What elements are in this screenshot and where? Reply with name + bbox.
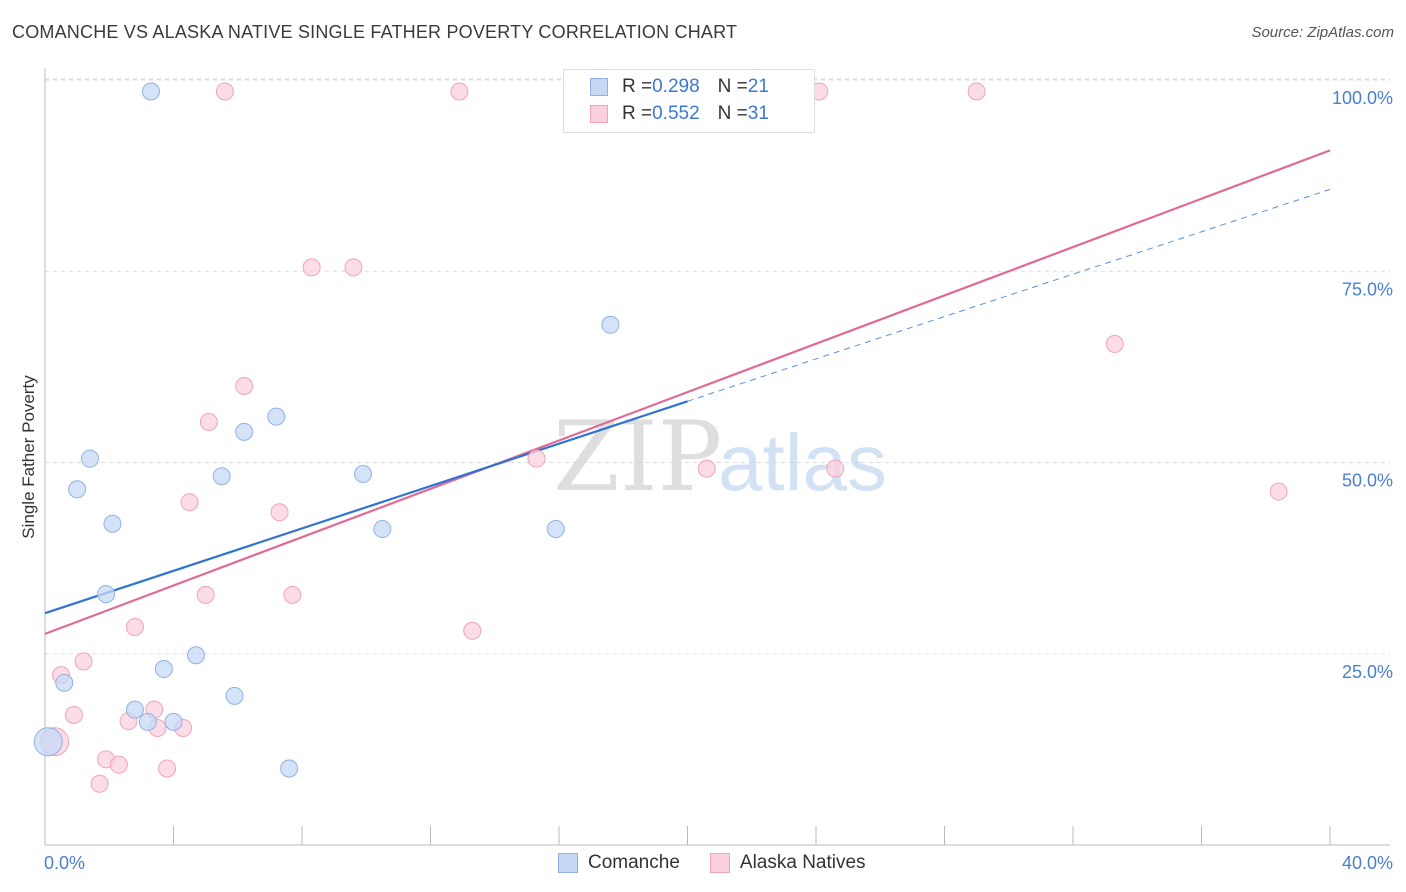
- source-credit: Source: ZipAtlas.com: [1251, 24, 1394, 41]
- comanche-point[interactable]: [80, 449, 99, 468]
- alaska-point[interactable]: [199, 412, 218, 431]
- legend-row-comanche: R = 0.298 N = 21: [590, 74, 769, 100]
- alaska-trend-line: [44, 149, 1331, 635]
- x-tick-label-max: 40.0%: [1342, 853, 1393, 873]
- alaska-point[interactable]: [1105, 334, 1124, 353]
- comanche-point[interactable]: [164, 712, 183, 731]
- alaska-point[interactable]: [64, 705, 83, 724]
- n-label: N =: [717, 103, 748, 124]
- x-tick-label-min: 0.0%: [44, 853, 85, 873]
- comanche-point[interactable]: [267, 407, 286, 426]
- r-value: 0.552: [652, 103, 700, 124]
- y-tick-label: 75.0%: [1342, 279, 1393, 299]
- n-value: 21: [747, 76, 769, 97]
- comanche-point[interactable]: [142, 82, 161, 101]
- watermark: ZIP atlas: [553, 401, 887, 513]
- alaska-point[interactable]: [1269, 482, 1288, 501]
- alaska-point[interactable]: [463, 621, 482, 640]
- alaska-point[interactable]: [270, 503, 289, 522]
- alaska-point[interactable]: [697, 459, 716, 478]
- comanche-trend-extension: [687, 188, 1331, 402]
- y-tick-label: 50.0%: [1342, 471, 1393, 491]
- alaska-point[interactable]: [344, 258, 363, 277]
- alaska-point[interactable]: [158, 759, 177, 778]
- data-points: [33, 82, 1288, 793]
- comanche-point[interactable]: [103, 514, 122, 533]
- watermark-zip: ZIP: [553, 401, 722, 513]
- comanche-trend-line: [44, 400, 688, 615]
- chart-title: COMANCHE VS ALASKA NATIVE SINGLE FATHER …: [12, 22, 738, 42]
- alaska-point[interactable]: [109, 755, 128, 774]
- alaska-point[interactable]: [450, 82, 469, 101]
- alaska-point[interactable]: [826, 459, 845, 478]
- r-label: R =: [622, 76, 653, 97]
- series-legend: Comanche Alaska Natives: [558, 852, 896, 874]
- y-axis-label: Single Father Poverty: [19, 375, 38, 539]
- comanche-point[interactable]: [154, 660, 173, 679]
- comanche-point[interactable]: [212, 467, 231, 486]
- legend-item-alaska-natives[interactable]: Alaska Natives: [709, 852, 866, 874]
- comanche-point[interactable]: [68, 480, 87, 499]
- alaska-point[interactable]: [74, 652, 93, 671]
- legend-row-alaska: R = 0.552 N = 31: [590, 101, 769, 127]
- comanche-point[interactable]: [235, 422, 254, 441]
- alaska-point[interactable]: [215, 82, 234, 101]
- comanche-point[interactable]: [601, 315, 620, 334]
- legend-item-comanche[interactable]: Comanche: [558, 852, 680, 874]
- alaska-point[interactable]: [302, 258, 321, 277]
- comanche-point[interactable]: [97, 585, 116, 604]
- r-label: R =: [622, 103, 653, 124]
- watermark-atlas: atlas: [718, 418, 887, 507]
- comanche-point[interactable]: [33, 727, 63, 757]
- comanche-point[interactable]: [373, 520, 392, 539]
- comanche-point[interactable]: [354, 464, 373, 483]
- comanche-point[interactable]: [280, 759, 299, 778]
- comanche-point[interactable]: [125, 700, 144, 719]
- alaska-point[interactable]: [235, 377, 254, 395]
- comanche-point[interactable]: [138, 712, 157, 731]
- x-ticks: [44, 826, 1331, 845]
- legend-label: Alaska Natives: [739, 852, 866, 873]
- comanche-point[interactable]: [55, 673, 74, 692]
- y-tick-label: 25.0%: [1342, 662, 1393, 682]
- alaska-point[interactable]: [527, 449, 546, 468]
- comanche-point[interactable]: [186, 646, 205, 665]
- r-value: 0.298: [652, 76, 700, 97]
- n-label: N =: [717, 76, 748, 97]
- comanche-point[interactable]: [225, 686, 244, 705]
- comanche-point[interactable]: [546, 520, 565, 539]
- axes: [44, 68, 1390, 846]
- stats-legend: R = 0.298 N = 21 R = 0.552 N = 31: [563, 69, 815, 133]
- grid-lines: [45, 78, 1390, 655]
- comanche-swatch: [590, 78, 608, 96]
- alaska-swatch: [590, 105, 608, 123]
- alaska-swatch: [709, 853, 730, 873]
- alaska-point[interactable]: [125, 617, 144, 636]
- trend-lines: [44, 149, 1331, 635]
- alaska-point[interactable]: [180, 493, 199, 512]
- y-tick-labels: 25.0% 50.0% 75.0% 100.0%: [1332, 88, 1393, 682]
- n-value: 31: [747, 103, 769, 124]
- comanche-swatch: [558, 853, 578, 873]
- legend-label: Comanche: [588, 852, 680, 873]
- y-tick-label: 100.0%: [1332, 88, 1393, 108]
- alaska-point[interactable]: [196, 585, 215, 604]
- alaska-point[interactable]: [967, 82, 986, 101]
- alaska-point[interactable]: [90, 774, 109, 793]
- alaska-point[interactable]: [283, 585, 302, 604]
